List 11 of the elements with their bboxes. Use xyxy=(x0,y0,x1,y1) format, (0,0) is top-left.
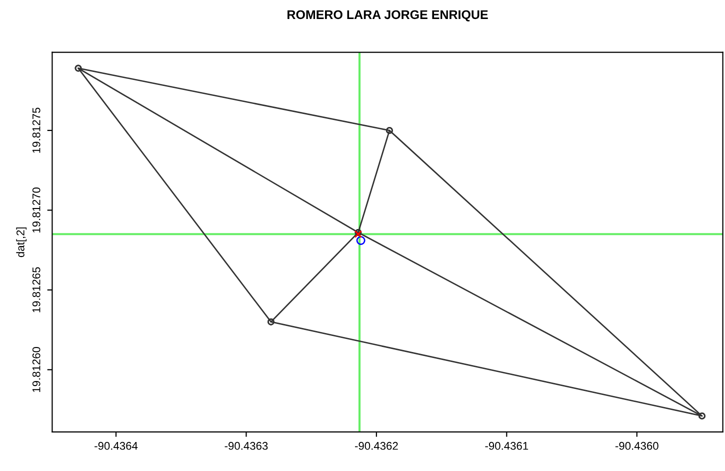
y-tick-label: 19.81260 xyxy=(32,346,40,392)
x-tick-label: -90.4362 xyxy=(355,442,398,450)
x-tick-label: -90.4360 xyxy=(615,442,658,450)
x-tick-label: -90.4361 xyxy=(485,442,528,450)
x-tick-label: -90.4364 xyxy=(94,442,138,450)
x-tick-label: -90.4363 xyxy=(224,442,268,450)
chart-title: ROMERO LARA JORGE ENRIQUE xyxy=(288,10,488,22)
y-tick-label: 19.81265 xyxy=(32,267,40,312)
y-tick-label: 19.81270 xyxy=(32,187,40,233)
y-axis-title: dat[,2] xyxy=(16,227,27,258)
y-tick-label: 19.81275 xyxy=(32,108,40,153)
